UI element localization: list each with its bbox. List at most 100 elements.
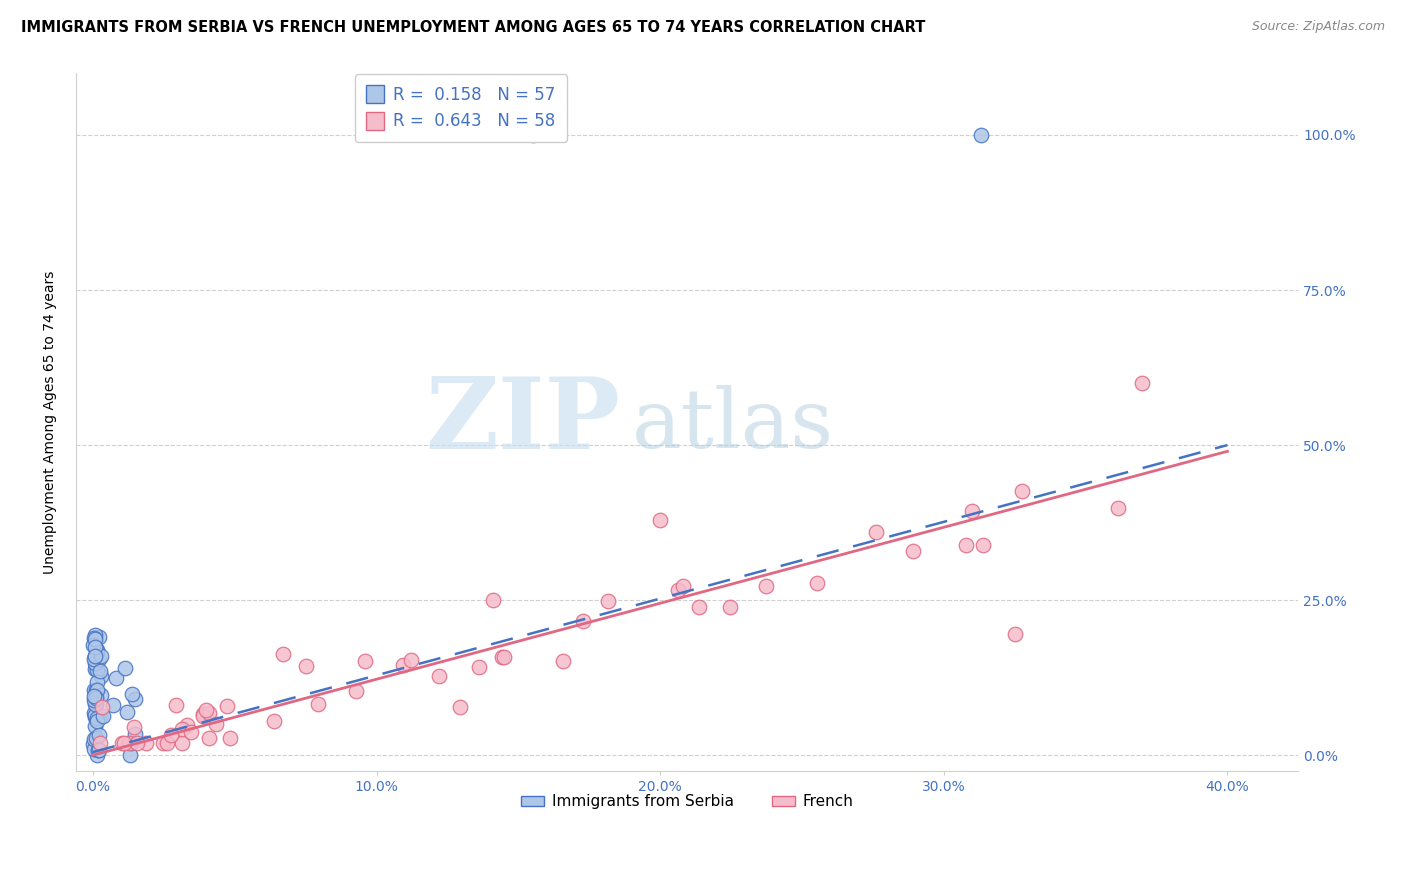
Point	[82, 638, 104, 652]
Point	[83, 697, 105, 711]
Point	[112, 736, 135, 750]
Point	[191, 706, 214, 721]
Point	[83, 631, 105, 645]
Point	[650, 512, 672, 526]
Point	[1004, 627, 1026, 641]
Point	[672, 579, 695, 593]
Point	[551, 654, 574, 668]
Point	[83, 708, 105, 723]
Point	[83, 741, 105, 756]
Point	[120, 736, 142, 750]
Point	[89, 736, 111, 750]
Point	[89, 669, 111, 683]
Point	[84, 690, 107, 704]
Point	[960, 504, 983, 518]
Point	[121, 687, 143, 701]
Point	[105, 671, 128, 685]
Point	[89, 665, 111, 679]
Point	[295, 658, 318, 673]
Point	[101, 698, 124, 712]
Point	[83, 692, 105, 706]
Point	[901, 543, 924, 558]
Point	[82, 737, 104, 751]
Point	[392, 657, 415, 672]
Point	[86, 683, 108, 698]
Point	[83, 731, 105, 746]
Point	[152, 736, 174, 750]
Point	[165, 698, 187, 713]
Point	[86, 674, 108, 689]
Point	[755, 579, 778, 593]
Point	[86, 714, 108, 728]
Point	[124, 691, 146, 706]
Y-axis label: Unemployment Among Ages 65 to 74 years: Unemployment Among Ages 65 to 74 years	[44, 270, 58, 574]
Point	[972, 538, 994, 552]
Point	[156, 736, 179, 750]
Point	[806, 576, 828, 591]
Point	[84, 660, 107, 674]
Point	[87, 630, 110, 644]
Point	[114, 660, 136, 674]
Point	[449, 699, 471, 714]
Point	[307, 698, 329, 712]
Point	[91, 699, 114, 714]
Point	[84, 640, 107, 654]
Point	[205, 717, 228, 731]
Point	[83, 683, 105, 698]
Legend: Immigrants from Serbia, French: Immigrants from Serbia, French	[515, 789, 859, 815]
Point	[83, 649, 105, 664]
Point	[83, 656, 105, 670]
Point	[125, 736, 148, 750]
Point	[86, 664, 108, 678]
Point	[198, 731, 221, 745]
Point	[666, 583, 689, 598]
Point	[84, 731, 107, 746]
Text: IMMIGRANTS FROM SERBIA VS FRENCH UNEMPLOYMENT AMONG AGES 65 TO 74 YEARS CORRELAT: IMMIGRANTS FROM SERBIA VS FRENCH UNEMPLO…	[21, 20, 925, 35]
Point	[111, 736, 134, 750]
Point	[344, 684, 367, 698]
Point	[494, 649, 516, 664]
Point	[170, 723, 193, 737]
Point	[86, 644, 108, 658]
Point	[87, 743, 110, 757]
Point	[91, 709, 114, 723]
Point	[198, 706, 221, 721]
Point	[219, 731, 242, 745]
Point	[865, 524, 887, 539]
Point	[84, 662, 107, 676]
Point	[84, 719, 107, 733]
Point	[468, 659, 491, 673]
Point	[89, 710, 111, 724]
Point	[86, 643, 108, 657]
Point	[176, 718, 198, 732]
Point	[354, 654, 377, 668]
Point	[598, 594, 620, 608]
Point	[83, 689, 105, 703]
Point	[1011, 484, 1033, 499]
Point	[491, 650, 513, 665]
Point	[170, 736, 193, 750]
Point	[263, 714, 285, 728]
Point	[522, 128, 544, 142]
Point	[83, 632, 105, 646]
Point	[1130, 376, 1153, 390]
Point	[84, 683, 107, 698]
Point	[195, 702, 218, 716]
Point	[970, 128, 993, 142]
Point	[84, 710, 107, 724]
Point	[84, 628, 107, 642]
Point	[1107, 500, 1129, 515]
Point	[84, 697, 107, 711]
Point	[90, 688, 112, 702]
Text: atlas: atlas	[633, 385, 834, 466]
Point	[87, 728, 110, 742]
Text: ZIP: ZIP	[425, 374, 620, 470]
Point	[118, 736, 141, 750]
Point	[87, 743, 110, 757]
Point	[160, 728, 183, 742]
Point	[86, 747, 108, 762]
Point	[215, 699, 238, 714]
Point	[427, 669, 450, 683]
Point	[399, 653, 422, 667]
Point	[688, 599, 710, 614]
